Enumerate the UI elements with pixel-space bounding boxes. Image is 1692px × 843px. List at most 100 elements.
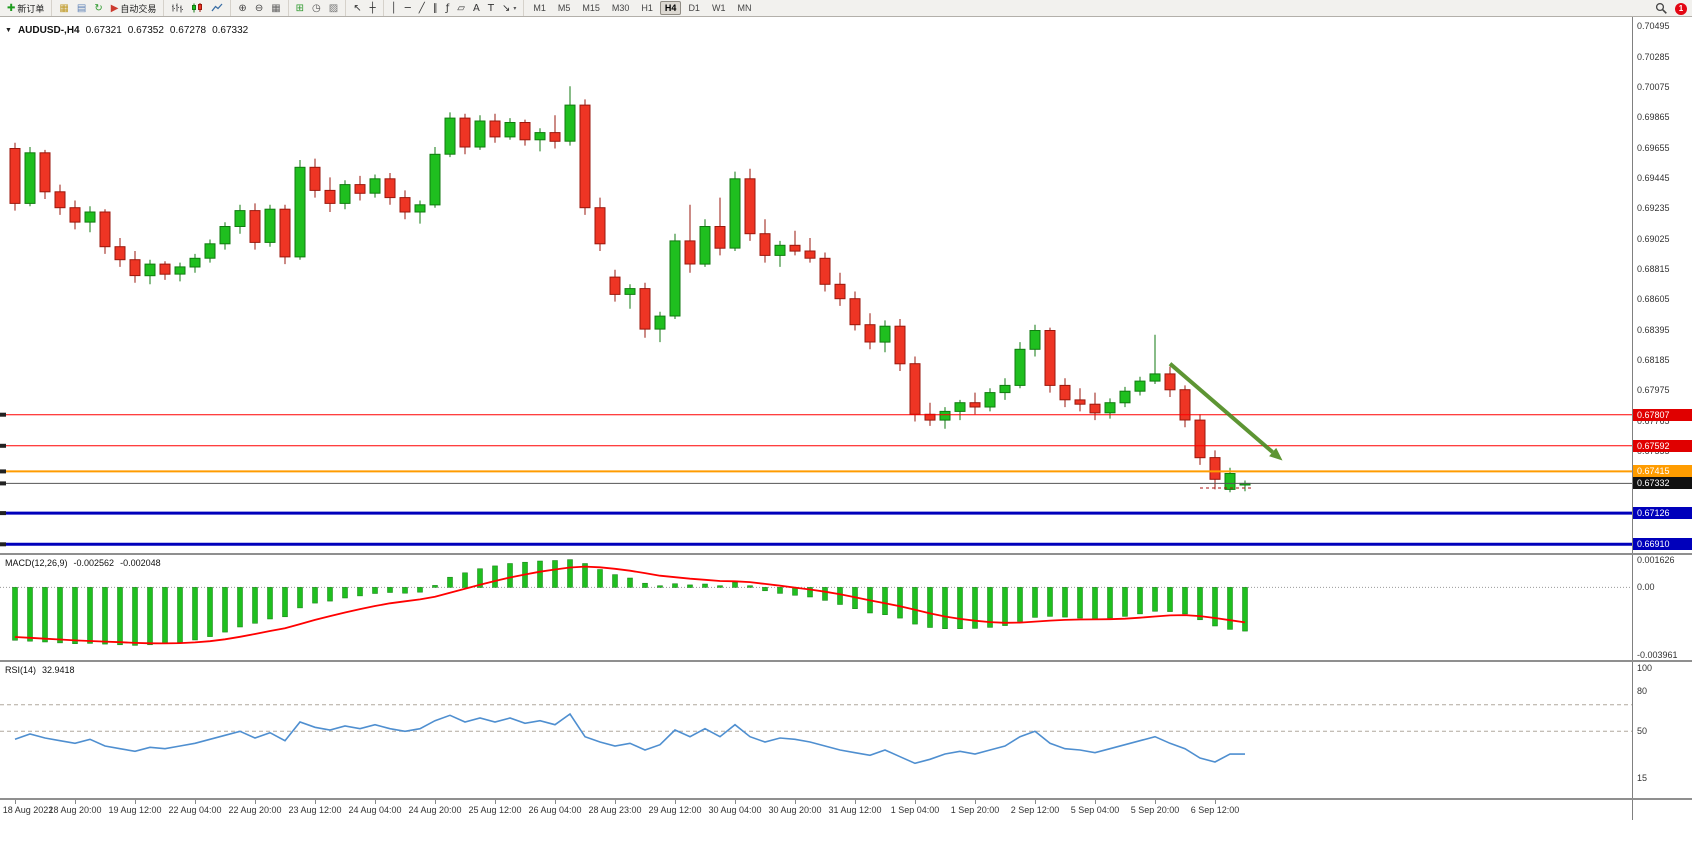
bar-high-value: 0.67352 [127,25,164,36]
candlestick-mode-button[interactable] [187,1,207,16]
time-axis-label: 29 Aug 12:00 [648,805,702,815]
time-axis-label: 31 Aug 12:00 [828,805,882,815]
time-axis-label: 24 Aug 04:00 [348,805,402,815]
charts-icon: ▦ [59,2,69,14]
price-tag[interactable]: 0.67332 [1633,477,1692,489]
price-axis-label: 0.69025 [1637,234,1670,244]
timeframe-m15-button[interactable]: M15 [582,3,600,13]
rsi-panel[interactable]: RSI(14) 32.9418 [0,662,1632,798]
templates-button[interactable]: ▨ [325,1,342,16]
text-icon: A [472,2,480,14]
price-tag[interactable]: 0.67126 [1633,507,1692,519]
zoom-out-button[interactable]: ⊖ [251,1,267,16]
time-axis-label: 19 Aug 12:00 [108,805,162,815]
symbol-name: AUDUSD-,H4 [17,25,80,36]
panel-divider[interactable] [0,553,1692,555]
time-tick [375,800,376,804]
toolbar-right: 1 [1655,2,1687,15]
text-label-button[interactable]: T [484,1,498,16]
time-tick [975,800,976,804]
horizontal-line-button[interactable]: ─ [401,1,415,16]
chevron-down-icon[interactable]: ▼ [5,27,12,34]
profiles-icon: ▤ [76,2,87,14]
crosshair-button[interactable]: ┼ [366,1,380,16]
macd-chart[interactable] [0,555,1632,660]
price-tag[interactable]: 0.67415 [1633,465,1692,477]
time-axis-label: 18 Aug 2022 [2,805,54,815]
new-order-label: 新订单 [17,3,45,14]
shapes-button[interactable]: ▱ [453,1,469,16]
trendline-button[interactable]: ╱ [415,1,429,16]
text-button[interactable]: A [469,1,484,16]
fibonacci-icon: ƒ [445,2,450,14]
new-order-icon: ✚ [7,2,16,14]
vertical-line-button[interactable]: │ [387,1,401,16]
time-tick [495,800,496,804]
bar-close-value: 0.67332 [212,25,249,36]
timeframe-m30-button[interactable]: M30 [611,3,630,13]
rsi-axis-label: 80 [1637,686,1648,696]
macd-panel[interactable]: MACD(12,26,9) -0.002562 -0.002048 [0,555,1632,660]
charts-button[interactable]: ▦ [55,1,72,16]
rsi-value: 32.9418 [42,665,75,675]
line-chart-mode-icon [211,3,223,12]
zoom-in-button[interactable]: ⊕ [234,1,250,16]
time-tick [195,800,196,804]
autotrade-button[interactable]: ▶ 自动交易 [107,1,161,16]
price-axis[interactable]: 0.70495 0.70285 0.70075 0.69865 0.69655 0.694… [1632,17,1692,820]
timeframe-w1-button[interactable]: W1 [711,3,726,13]
cursor-button[interactable]: ↖ [349,1,365,16]
price-tag[interactable]: 0.67807 [1633,409,1692,421]
search-icon[interactable] [1655,2,1668,15]
main-chart-panel[interactable]: ▼ AUDUSD-,H4 0.67321 0.67352 0.67278 0.6… [0,17,1632,553]
channel-icon: ∥ [432,2,438,14]
price-tag[interactable]: 0.67592 [1633,440,1692,452]
line-chart-mode-button[interactable] [207,1,227,16]
time-axis[interactable]: 18 Aug 2022 18 Aug 20:00 19 Aug 12:00 22 Au… [0,800,1632,820]
profiles-button[interactable]: ▤ [73,1,90,16]
timeframe-h1-button[interactable]: H1 [641,3,653,13]
rsi-chart[interactable] [0,662,1632,798]
macd-value: -0.002562 [73,558,115,568]
rsi-header: RSI(14) 32.9418 [5,665,75,675]
crosshair-icon: ┼ [369,2,376,14]
bar-open-value: 0.67321 [85,25,122,36]
toolbar-group: ▦ ▤ ↻ ▶ 自动交易 [51,0,160,16]
price-axis-label: 0.68395 [1637,325,1670,335]
time-tick [615,800,616,804]
timeframe-mn-button[interactable]: MN [737,3,752,13]
bar-chart-mode-button[interactable] [167,1,187,16]
trend-arrow-annotation[interactable] [1168,362,1283,461]
time-tick [795,800,796,804]
horizontal-line-icon: ─ [404,2,411,14]
price-axis-label: 0.67975 [1637,385,1670,395]
horizontal-levels[interactable] [0,412,1632,547]
new-order-button[interactable]: ✚ 新订单 [3,1,48,16]
refresh-button[interactable]: ↻ [90,1,106,16]
notification-badge[interactable]: 1 [1675,2,1687,15]
macd-header: MACD(12,26,9) -0.002562 -0.002048 [5,558,161,568]
time-tick [1035,800,1036,804]
channel-button[interactable]: ∥ [429,1,442,16]
timeframe-m5-button[interactable]: M5 [557,3,571,13]
panel-divider[interactable] [0,660,1692,662]
timeframe-d1-button[interactable]: D1 [688,3,700,13]
candlestick-chart[interactable] [0,17,1632,553]
price-tag[interactable]: 0.66910 [1633,538,1692,550]
fibonacci-button[interactable]: ƒ [442,1,454,16]
arrows-tool-button[interactable]: ↘ ▾ [498,1,520,16]
autotrade-icon: ▶ [110,2,119,14]
time-axis-label: 22 Aug 04:00 [168,805,222,815]
tile-windows-button[interactable]: ▦ [267,1,284,16]
autotrade-label: 自动交易 [120,3,157,14]
timeframe-m1-button[interactable]: M1 [533,3,546,13]
bar-chart-mode-icon [172,3,184,13]
macd-axis-label: 0.001626 [1637,555,1675,565]
timeframe-h4-button[interactable]: H4 [659,1,682,15]
panel-divider[interactable] [0,798,1692,800]
toolbar-group: ✚ 新订单 [3,0,48,16]
time-axis-label: 5 Sep 20:00 [1130,805,1180,815]
price-axis-label: 0.69865 [1637,112,1670,122]
periods-button[interactable]: ◷ [308,1,325,16]
indicators-button[interactable]: ⊞ [292,1,308,16]
